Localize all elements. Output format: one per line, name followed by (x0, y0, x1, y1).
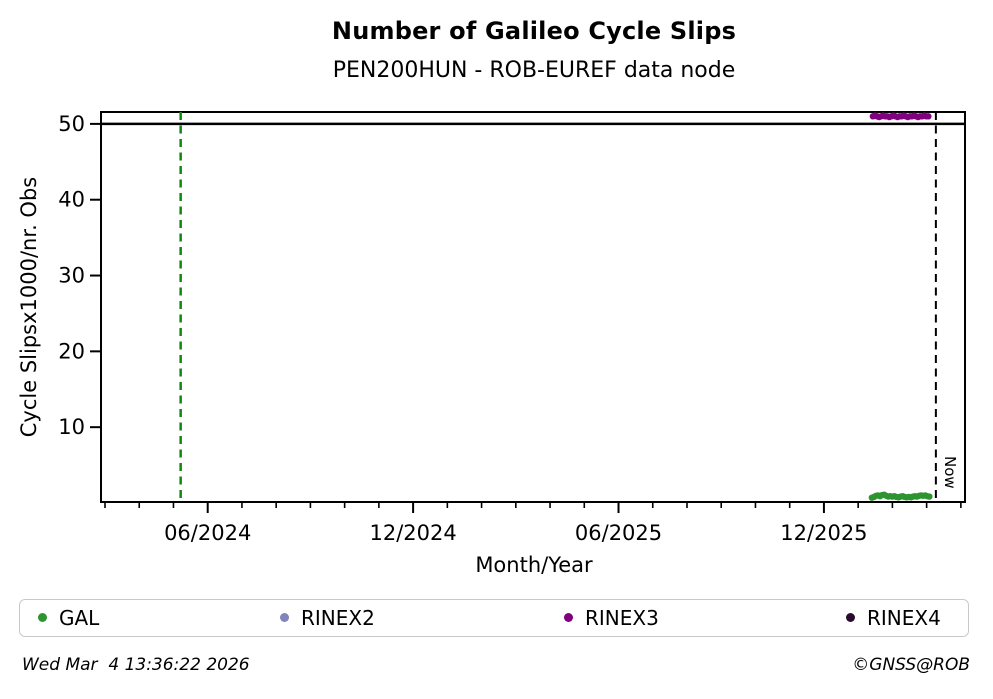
legend-dot-rinex3 (564, 613, 573, 622)
chart-subtitle: PEN200HUN - ROB-EUREF data node (332, 58, 736, 83)
y-tick-label: 30 (58, 264, 85, 288)
legend-entry-rinex2: RINEX2 (280, 600, 375, 635)
legend-dot-rinex2 (280, 613, 289, 622)
plot-area (100, 111, 966, 503)
now-annotation: Now (941, 456, 959, 489)
legend-label-rinex2: RINEX2 (301, 605, 375, 630)
y-tick-label: 20 (58, 339, 85, 363)
y-tick-label: 40 (58, 188, 85, 212)
copyright-text: ©GNSS@ROB (852, 655, 970, 675)
chart-title: Number of Galileo Cycle Slips (331, 17, 737, 45)
legend-entry-gal: GAL (38, 600, 99, 635)
x-axis-label: Month/Year (475, 553, 593, 577)
legend: GAL RINEX2 RINEX3 RINEX4 (19, 599, 969, 637)
legend-label-rinex4: RINEX4 (867, 605, 941, 630)
legend-label-rinex3: RINEX3 (585, 605, 659, 630)
y-tick-label: 50 (58, 112, 85, 136)
legend-entry-rinex3: RINEX3 (564, 600, 659, 635)
legend-dot-gal (38, 613, 47, 622)
x-tick-label: 12/2024 (369, 521, 456, 545)
y-tick-label: 10 (58, 415, 85, 439)
legend-entry-rinex4: RINEX4 (846, 600, 941, 635)
x-tick-label: 06/2025 (575, 521, 662, 545)
x-tick-label: 12/2025 (780, 521, 867, 545)
legend-label-gal: GAL (59, 605, 100, 630)
timestamp-text: Wed Mar 4 13:36:22 2026 (22, 655, 250, 675)
y-axis-label: Cycle Slipsx1000/nr. Obs (17, 176, 41, 438)
legend-dot-rinex4 (846, 613, 855, 622)
x-tick-label: 06/2024 (164, 521, 251, 545)
